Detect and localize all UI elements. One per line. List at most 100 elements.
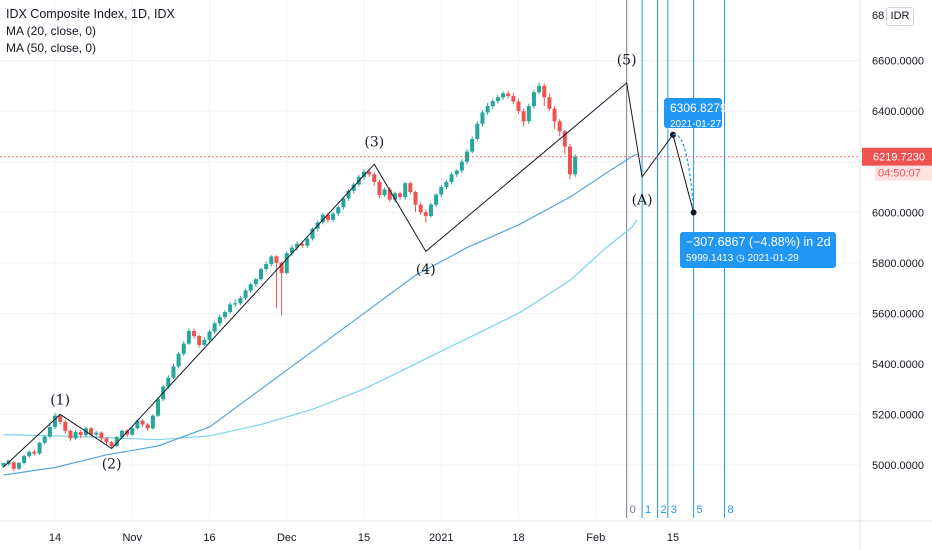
candle-body (300, 243, 305, 246)
candle-body (398, 193, 403, 198)
candle (212, 321, 217, 334)
candle-body (114, 437, 119, 446)
candle-body (465, 151, 469, 162)
candle-body (233, 303, 238, 305)
candle-body (53, 415, 57, 428)
candle (568, 144, 572, 180)
candle-body (521, 111, 526, 122)
candle-body (336, 207, 341, 214)
candle (320, 213, 325, 225)
candle-body (475, 123, 480, 139)
x-tick-label: 2021 (429, 532, 453, 544)
candle-body (418, 204, 423, 213)
projection-label-bg (680, 232, 836, 268)
candle (372, 171, 377, 186)
candle-body (325, 214, 330, 220)
candle (295, 241, 300, 251)
candle (47, 425, 52, 439)
candle (475, 121, 480, 142)
candle (279, 261, 284, 316)
candle-body (434, 194, 439, 205)
candle (511, 92, 516, 105)
candle (480, 109, 485, 127)
candle-body (320, 214, 325, 223)
candle-body (470, 138, 475, 152)
candle (362, 169, 366, 180)
fib-zone-label: 3 (671, 504, 677, 516)
candle-body (1, 462, 6, 467)
last-price-value: 6219.7230 (873, 152, 925, 164)
projection-arrow (672, 133, 695, 209)
y-tick-label: 6400.0000 (872, 106, 924, 118)
candle (336, 205, 341, 217)
candle-body (439, 186, 444, 195)
candle (403, 181, 408, 200)
candle-body (32, 451, 37, 454)
candle-body (495, 97, 500, 102)
candle-body (109, 442, 114, 446)
candle-body (192, 331, 197, 337)
chart-legend: IDX Composite Index, 1D, IDX MA (20, clo… (6, 6, 175, 57)
wave-label: (5) (617, 52, 637, 68)
candle (351, 182, 356, 194)
y-tick-label: 5600.0000 (872, 308, 924, 320)
ma50-line (3, 219, 638, 441)
candle (423, 209, 428, 223)
candle-body (253, 279, 258, 285)
candle-body (459, 161, 464, 171)
candle (305, 236, 310, 248)
candle (248, 282, 253, 294)
candle (269, 255, 274, 267)
x-tick-label: 18 (512, 532, 524, 544)
symbol-title[interactable]: IDX Composite Index, 1D, IDX (6, 7, 175, 21)
candle-body (166, 377, 171, 387)
candle (125, 429, 130, 438)
candle-body (99, 432, 104, 439)
candle-body (222, 312, 227, 318)
candle (171, 363, 176, 380)
moving-averages (3, 153, 638, 476)
candle (104, 437, 109, 446)
ma50-legend[interactable]: MA (50, close, 0) (6, 41, 97, 55)
candle (259, 267, 263, 281)
candle (186, 328, 191, 345)
point-b-label: 6306.8279 2021-01-27 (664, 98, 727, 130)
candle-body (516, 101, 521, 112)
candle (156, 397, 160, 417)
candle (531, 89, 536, 109)
y-tick-label: 6600.0000 (872, 56, 924, 68)
candle-body (511, 96, 516, 102)
x-tick-label: 15 (667, 532, 679, 544)
candle-body (284, 253, 289, 273)
candle-body (403, 183, 408, 198)
ma20-legend[interactable]: MA (20, close, 0) (6, 24, 97, 38)
wave-label: (4) (416, 262, 436, 278)
candle (521, 108, 526, 127)
candle-body (150, 415, 155, 429)
currency-button[interactable]: IDR (886, 7, 914, 26)
candle-body (73, 432, 78, 439)
wave-label: (2) (102, 457, 122, 473)
candle-body (305, 238, 310, 246)
candle (243, 288, 248, 301)
candle-body (248, 284, 253, 291)
candle (392, 191, 397, 203)
candle (454, 169, 459, 177)
candle-body (94, 432, 99, 435)
candle-body (387, 189, 392, 200)
projection-label-text: −307.6867 (−4.88%) in 2d (686, 235, 831, 249)
candle (32, 449, 37, 456)
candle-body (444, 181, 449, 187)
candle-body (485, 106, 490, 113)
candle (217, 314, 222, 326)
wave-label: (3) (364, 135, 384, 151)
candle (382, 187, 387, 198)
candle-body (181, 343, 186, 354)
candle (207, 329, 212, 343)
candle (526, 103, 531, 124)
candle-body (423, 212, 428, 217)
elliott-wave-line (3, 81, 695, 468)
candle-body (140, 420, 145, 425)
candle-body (119, 430, 124, 438)
